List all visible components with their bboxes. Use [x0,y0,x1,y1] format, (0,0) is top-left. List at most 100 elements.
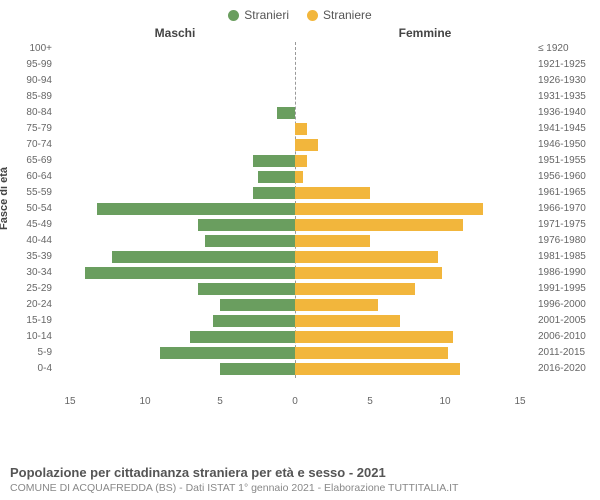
bar-female [295,315,400,327]
legend-male: Stranieri [228,8,289,22]
x-tick: 0 [292,396,298,407]
pyramid-row [55,266,535,282]
bar-female [295,363,460,375]
birth-label: 1976-1980 [538,234,594,248]
legend-female-label: Straniere [323,8,372,22]
age-label: 90-94 [20,74,52,88]
bar-female [295,155,307,167]
birth-label: 1946-1950 [538,138,594,152]
age-label: 75-79 [20,122,52,136]
bar-female [295,187,370,199]
bar-female [295,139,318,151]
pyramid-row [55,330,535,346]
legend-female: Straniere [307,8,372,22]
age-label: 30-34 [20,266,52,280]
age-label: 15-19 [20,314,52,328]
birth-label: 2016-2020 [538,362,594,376]
age-label: 95-99 [20,58,52,72]
bar-male [205,235,295,247]
bar-male [258,171,296,183]
bar-female [295,299,378,311]
pyramid-row [55,298,535,314]
age-label: 20-24 [20,298,52,312]
age-label: 85-89 [20,90,52,104]
bar-female [295,331,453,343]
pyramid-row [55,282,535,298]
age-label: 5-9 [20,346,52,360]
bar-male [277,107,295,119]
legend: Stranieri Straniere [0,0,600,26]
age-label: 35-39 [20,250,52,264]
birth-label: 2011-2015 [538,346,594,360]
header-female: Femmine [300,26,600,40]
age-label: 50-54 [20,202,52,216]
bar-male [220,299,295,311]
pyramid-row [55,234,535,250]
bar-female [295,203,483,215]
bar-female [295,251,438,263]
bar-male [85,267,295,279]
pyramid-row [55,42,535,58]
bar-male [198,283,296,295]
plot [55,42,535,378]
pyramid-row [55,58,535,74]
pyramid-row [55,154,535,170]
birth-label: 1936-1940 [538,106,594,120]
column-headers: Maschi Femmine [0,26,600,40]
x-tick: 5 [367,396,373,407]
birth-label: 1941-1945 [538,122,594,136]
birth-label: ≤ 1920 [538,42,594,56]
x-tick: 15 [64,396,75,407]
pyramid-row [55,170,535,186]
age-label: 80-84 [20,106,52,120]
pyramid-row [55,186,535,202]
age-label: 70-74 [20,138,52,152]
birth-label: 1966-1970 [538,202,594,216]
swatch-male [228,10,239,21]
bar-male [190,331,295,343]
birth-label: 1961-1965 [538,186,594,200]
age-label: 10-14 [20,330,52,344]
age-label: 55-59 [20,186,52,200]
age-label: 0-4 [20,362,52,376]
pyramid-row [55,106,535,122]
legend-male-label: Stranieri [244,8,289,22]
x-axis: 15105051015 [55,396,535,410]
footer-title: Popolazione per cittadinanza straniera p… [10,465,590,480]
pyramid-row [55,202,535,218]
age-label: 60-64 [20,170,52,184]
age-label: 25-29 [20,282,52,296]
birth-label: 2006-2010 [538,330,594,344]
chart-area: Fasce di età Anni di nascita 15105051015… [0,40,600,420]
bar-male [160,347,295,359]
swatch-female [307,10,318,21]
age-label: 45-49 [20,218,52,232]
age-label: 100+ [20,42,52,56]
bar-male [112,251,295,263]
bar-male [213,315,296,327]
pyramid-row [55,362,535,378]
bar-male [253,187,295,199]
birth-label: 1926-1930 [538,74,594,88]
pyramid-row [55,122,535,138]
birth-label: 1921-1925 [538,58,594,72]
birth-label: 1991-1995 [538,282,594,296]
birth-label: 1981-1985 [538,250,594,264]
pyramid-row [55,314,535,330]
birth-label: 1931-1935 [538,90,594,104]
bar-female [295,267,442,279]
bar-female [295,283,415,295]
footer-subtitle: COMUNE DI ACQUAFREDDA (BS) - Dati ISTAT … [10,482,590,494]
birth-label: 2001-2005 [538,314,594,328]
pyramid-row [55,218,535,234]
x-tick: 10 [139,396,150,407]
header-male: Maschi [0,26,300,40]
bar-female [295,171,303,183]
pyramid-row [55,346,535,362]
x-tick: 10 [439,396,450,407]
footer: Popolazione per cittadinanza straniera p… [10,465,590,494]
bar-female [295,219,463,231]
bar-male [220,363,295,375]
y-axis-title-left: Fasce di età [0,167,10,230]
age-label: 40-44 [20,234,52,248]
